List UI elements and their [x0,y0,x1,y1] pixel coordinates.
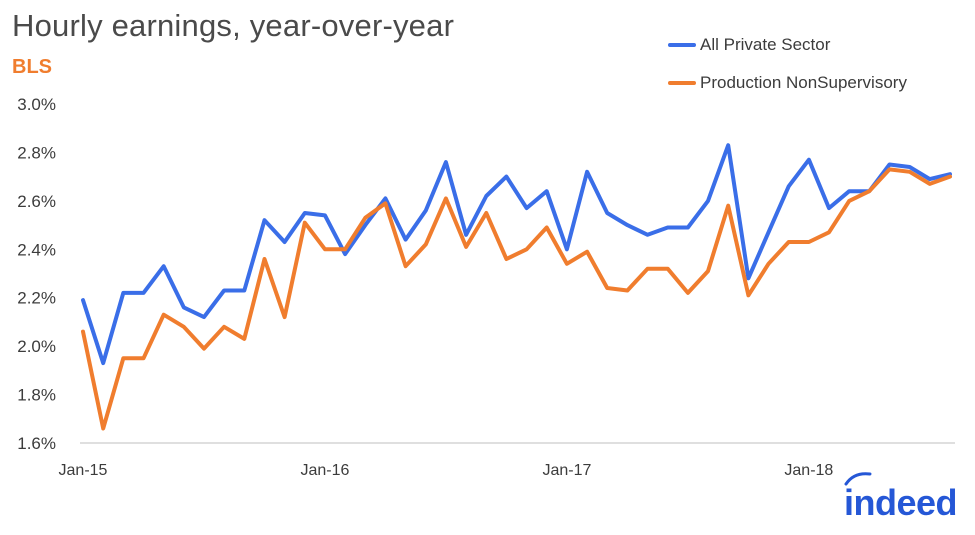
legend-label: All Private Sector [700,35,831,54]
x-tick-labels: Jan-15 Jan-16 Jan-17 Jan-18 [59,462,834,479]
series-lines [81,143,952,431]
x-tick-label: Jan-15 [59,462,108,479]
logo-arc-icon [844,472,872,486]
y-tick-label: 2.4% [17,240,56,259]
y-tick-label: 2.6% [17,192,56,211]
legend-label: Production NonSupervisory [700,73,907,92]
y-tick-label: 3.0% [17,95,56,114]
y-tick-label: 2.2% [17,289,56,308]
y-tick-labels: 1.6% 1.8% 2.0% 2.2% 2.4% 2.6% 2.8% 3.0% [17,95,56,453]
indeed-logo: indeed [843,472,958,524]
legend-swatch-blue [668,43,696,47]
y-tick-label: 1.6% [17,434,56,453]
logo-text: indeed [843,482,958,523]
chart-title: Hourly earnings, year-over-year [12,8,455,43]
y-tick-label: 2.8% [17,143,56,162]
x-tick-label: Jan-17 [542,462,591,479]
series-line-all-private-sector [81,143,952,366]
x-tick-label: Jan-16 [300,462,349,479]
y-tick-label: 2.0% [17,337,56,356]
series-line-production-nonsupervisory [81,167,952,431]
legend-item-production-nonsupervisory: Production NonSupervisory [668,64,907,102]
x-tick-label: Jan-18 [784,462,833,479]
legend-item-all-private-sector: All Private Sector [668,26,907,64]
chart-source: BLS [12,56,52,78]
chart-legend: All Private Sector Production NonSupervi… [668,26,907,102]
legend-swatch-orange [668,81,696,85]
y-tick-label: 1.8% [17,386,56,405]
